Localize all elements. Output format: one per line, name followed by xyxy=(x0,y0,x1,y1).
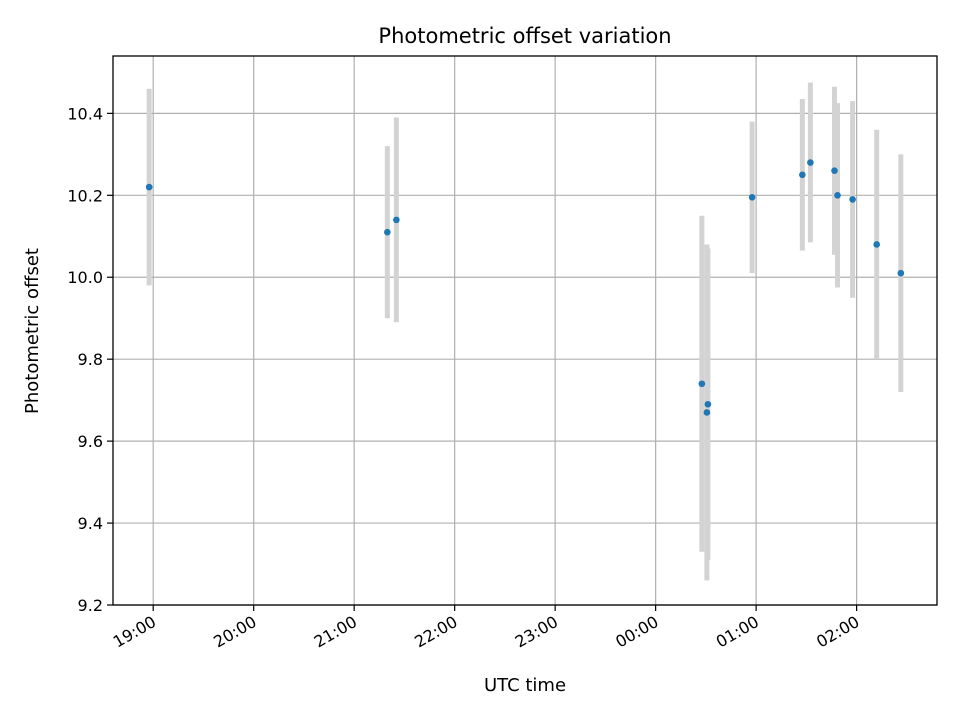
grid xyxy=(113,56,937,606)
data-point-12 xyxy=(873,241,881,248)
data-point-2 xyxy=(393,216,400,224)
data-point-13 xyxy=(897,269,905,277)
data-point-6 xyxy=(748,194,756,201)
y-tick-label: 9.8 xyxy=(78,350,103,369)
data-point-5 xyxy=(703,409,711,416)
data-point-8 xyxy=(807,159,814,166)
data-point-4 xyxy=(704,400,712,408)
data-point-1 xyxy=(384,228,391,236)
data-point-10 xyxy=(834,191,841,199)
data-point-11 xyxy=(849,196,856,203)
y-tick-label: 9.2 xyxy=(78,596,103,615)
y-tick-label: 9.6 xyxy=(78,432,103,451)
data-point-9 xyxy=(831,167,838,175)
data-point-0 xyxy=(145,183,153,191)
axes-frame xyxy=(112,55,938,606)
data-point-7 xyxy=(799,171,806,179)
y-tick-label: 10.2 xyxy=(67,186,103,205)
y-tick-label: 10.0 xyxy=(67,268,103,287)
y-axis-label: Photometric offset xyxy=(22,248,43,414)
y-tick-label: 10.4 xyxy=(67,104,103,123)
data-point-3 xyxy=(698,380,706,388)
x-axis-label: UTC time xyxy=(484,675,566,696)
chart-title: Photometric offset variation xyxy=(378,24,671,48)
y-tick-label: 9.4 xyxy=(78,514,103,533)
data-points xyxy=(145,159,905,416)
